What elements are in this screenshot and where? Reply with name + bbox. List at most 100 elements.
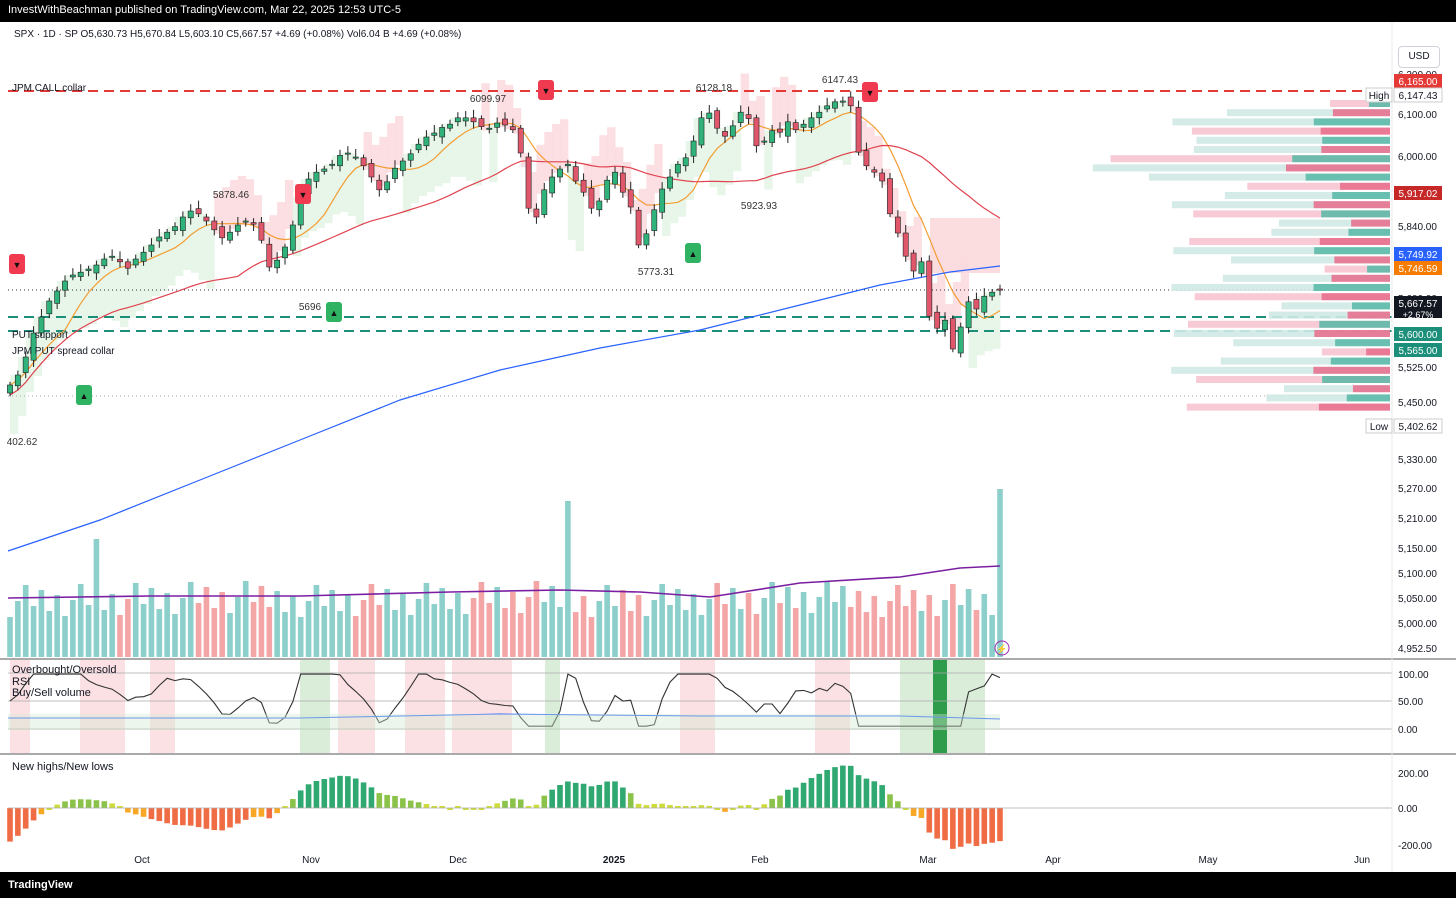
nhnl-bar — [620, 787, 626, 808]
volume-bar-up — [297, 617, 304, 657]
nhnl-bar — [345, 776, 351, 808]
nhnl-bar — [85, 799, 92, 808]
volume-profile-bar — [1194, 293, 1390, 301]
volume-bar-up — [305, 601, 312, 657]
volume-bar-up — [769, 582, 775, 657]
candle-up — [172, 226, 178, 231]
candle-up — [784, 121, 791, 137]
volume-profile-bar — [1321, 146, 1390, 153]
volume-bar-up — [997, 489, 1003, 657]
volume-bar-up — [981, 594, 988, 657]
candle-up — [462, 117, 469, 122]
nhnl-bar — [187, 808, 194, 826]
candle-up — [179, 216, 186, 231]
price-tag — [1394, 296, 1442, 318]
trend-zone-up — [827, 101, 836, 161]
footer-bar: TradingView — [0, 872, 1456, 898]
volume-bar-down — [533, 581, 540, 657]
trend-zone-down — [230, 180, 239, 229]
rsi-zone-band — [452, 660, 512, 753]
volume-bar-up — [824, 581, 830, 657]
candle-down — [871, 169, 878, 173]
nhnl-bar — [407, 800, 414, 808]
volume-bar-down — [117, 615, 123, 657]
nhnl-bar — [455, 806, 461, 808]
nhnl-bar — [227, 808, 233, 828]
oversold-zone-band — [933, 660, 947, 753]
signal-arrow-icon: ▲ — [80, 391, 89, 401]
chart-svg[interactable]: ▼▼▼▼▲▲▲ ⚡ 6,200.006,100.006,000.005,840.… — [0, 22, 1456, 872]
candle-down — [619, 172, 626, 193]
trend-zone-up — [575, 181, 585, 252]
sell-signal-icon — [538, 80, 554, 100]
volume-bar-down — [792, 608, 799, 657]
candle-down — [997, 288, 1003, 291]
candle-down — [879, 172, 886, 182]
volume-bar-up — [70, 600, 76, 657]
trend-zone-up — [976, 296, 985, 356]
candle-up — [399, 160, 406, 171]
volume-bar-up — [785, 587, 791, 657]
candle-down — [863, 150, 870, 167]
nhnl-tick-label: -200.00 — [1398, 841, 1432, 852]
signal-arrow-icon: ▲ — [689, 249, 698, 259]
volume-profile-bar — [1321, 293, 1390, 301]
trend-zone-down — [520, 153, 530, 168]
volume-bar-up — [321, 606, 328, 657]
nhnl-bar — [148, 808, 155, 820]
volume-bar-down — [478, 582, 485, 657]
trend-zone-down — [740, 73, 750, 117]
trend-zone-up — [442, 124, 451, 184]
candle-up — [14, 374, 21, 387]
price-tag — [1394, 247, 1442, 261]
nhnl-bar — [180, 808, 186, 826]
candle-up — [549, 176, 556, 194]
chart-area[interactable]: ▼▼▼▼▲▲▲ ⚡ 6,200.006,100.006,000.005,840.… — [0, 22, 1456, 872]
price-tick-label: 5,330.00 — [1398, 455, 1437, 466]
trend-zone-down — [858, 120, 867, 157]
volume-profile-bar — [1191, 127, 1390, 135]
trend-zone-up — [72, 272, 82, 332]
volume-profile-bar — [1173, 330, 1390, 337]
nhnl-bar — [38, 808, 45, 815]
candle-up — [800, 123, 807, 128]
trend-zone-down — [929, 283, 938, 321]
nhnl-bar — [172, 808, 178, 825]
volume-profile-bar — [1334, 256, 1390, 264]
volume-bar-up — [62, 616, 68, 657]
price-tag-label: 5,749.92 — [1399, 250, 1438, 261]
trend-zone-up — [450, 117, 459, 177]
volume-bar-down — [195, 603, 202, 657]
volume-bar-down — [360, 600, 367, 657]
volume-bar-up — [840, 586, 846, 657]
candle-up — [85, 268, 92, 271]
trend-zone-down — [536, 144, 545, 194]
volume-profile-bar — [1285, 164, 1390, 172]
nhnl-bar — [675, 805, 681, 808]
sell-signal-icon — [862, 82, 878, 102]
volume-bar-up — [989, 615, 995, 657]
candle-down — [219, 226, 226, 239]
trend-zone-down — [874, 136, 883, 177]
volume-average-line — [7, 565, 1001, 599]
candle-down — [855, 107, 862, 153]
volume-bar-up — [7, 617, 13, 657]
candle-down — [745, 114, 752, 119]
nhnl-bar — [400, 798, 406, 808]
volume-bar-up — [235, 597, 241, 657]
nhnl-bar — [290, 799, 296, 808]
candle-up — [494, 122, 501, 128]
volume-profile-bar — [1171, 201, 1390, 209]
price-tick-label: 5,000.00 — [1398, 619, 1437, 630]
trend-zone-down — [921, 261, 930, 276]
nhnl-bar — [792, 787, 799, 808]
candle-up — [289, 224, 296, 251]
time-tick-label: 2025 — [603, 855, 626, 866]
nhnl-tick-label: 0.00 — [1398, 804, 1418, 815]
trend-zone-down — [890, 188, 899, 218]
nhnl-bar — [596, 784, 603, 808]
nhnl-bar — [808, 778, 815, 808]
nhnl-bar — [305, 784, 312, 808]
trend-zone-down — [756, 96, 765, 145]
currency-button[interactable]: USD — [1398, 46, 1440, 68]
